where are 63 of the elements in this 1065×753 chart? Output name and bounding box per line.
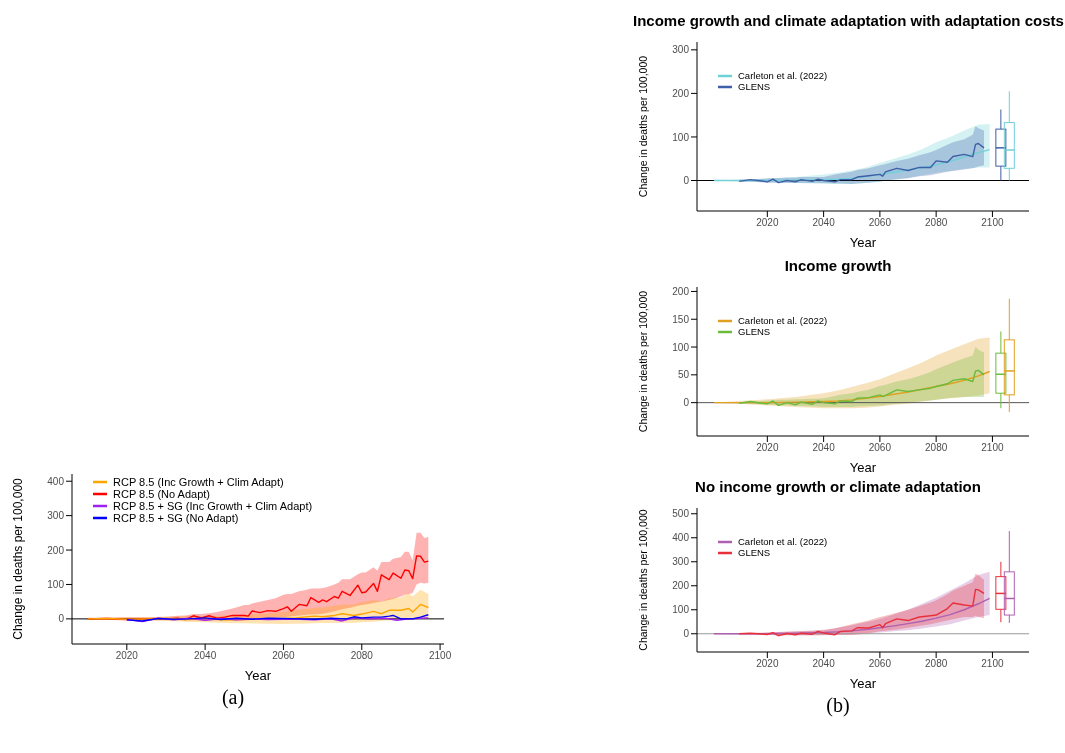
legend-label: Carleton et al. (2022) bbox=[738, 536, 828, 547]
x-tick-label: 2100 bbox=[981, 442, 1004, 454]
x-tick-label: 2080 bbox=[925, 442, 948, 454]
legend-label: RCP 8.5 + SG (Inc Growth + Clim Adapt) bbox=[113, 500, 313, 512]
legend-label: RCP 8.5 + SG (No Adapt) bbox=[113, 512, 239, 524]
y-tick-label: 0 bbox=[683, 628, 690, 640]
x-axis-title: Year bbox=[849, 676, 877, 691]
y-tick-label: 50 bbox=[677, 369, 690, 381]
chart-title: Income growth bbox=[783, 256, 893, 276]
y-axis-title: Change in deaths per 100,000 bbox=[636, 509, 649, 651]
x-tick-label: 2020 bbox=[756, 442, 779, 454]
y-tick-label: 100 bbox=[672, 604, 690, 616]
legend-label: RCP 8.5 (No Adapt) bbox=[113, 488, 211, 500]
legend-label: RCP 8.5 (Inc Growth + Clim Adapt) bbox=[113, 476, 284, 488]
y-tick-label: 200 bbox=[47, 544, 65, 556]
y-axis-title: Change in deaths per 100,000 bbox=[11, 477, 26, 640]
y-tick-label: 0 bbox=[683, 175, 690, 187]
x-tick-label: 2100 bbox=[428, 650, 452, 662]
y-tick-label: 200 bbox=[672, 580, 690, 592]
x-tick-label: 2040 bbox=[194, 650, 217, 662]
y-tick-label: 400 bbox=[672, 532, 690, 544]
x-tick-label: 2080 bbox=[350, 650, 374, 662]
x-tick-label: 2060 bbox=[868, 217, 892, 229]
x-tick-label: 2060 bbox=[272, 650, 296, 662]
x-tick-label: 2060 bbox=[868, 658, 892, 670]
x-axis-title: Year bbox=[849, 460, 877, 475]
x-tick-label: 2040 bbox=[812, 658, 836, 670]
y-tick-label: 500 bbox=[672, 508, 690, 520]
y-axis-title: Change in deaths per 100,000 bbox=[636, 55, 649, 198]
y-tick-label: 100 bbox=[672, 341, 690, 353]
text: (b) bbox=[825, 694, 851, 718]
chart-title: Income growth and climate adaptation with adaptation costs bbox=[633, 11, 1064, 31]
y-tick-label: 100 bbox=[47, 579, 65, 591]
chart-title: No income growth or climate adaptation bbox=[694, 477, 982, 497]
text: (a) bbox=[220, 686, 246, 711]
x-tick-label: 2020 bbox=[756, 217, 779, 229]
y-tick-label: 0 bbox=[683, 397, 690, 409]
x-tick-label: 2100 bbox=[981, 658, 1004, 670]
x-tick-label: 2020 bbox=[115, 650, 139, 662]
y-tick-label: 300 bbox=[47, 510, 65, 522]
x-tick-label: 2100 bbox=[981, 217, 1004, 229]
legend-label: GLENS bbox=[738, 547, 771, 558]
y-tick-label: 400 bbox=[47, 475, 65, 487]
legend-label: Carleton et al. (2022) bbox=[738, 70, 828, 81]
y-tick-label: 0 bbox=[58, 613, 65, 625]
x-tick-label: 2040 bbox=[812, 217, 836, 229]
y-tick-label: 300 bbox=[672, 44, 690, 56]
x-tick-label: 2020 bbox=[756, 658, 779, 670]
x-axis-title: Year bbox=[849, 235, 877, 250]
y-tick-label: 200 bbox=[672, 87, 690, 99]
legend-label: GLENS bbox=[738, 326, 771, 337]
y-tick-label: 100 bbox=[672, 131, 690, 143]
y-axis-title: Change in deaths per 100,000 bbox=[636, 290, 649, 433]
x-axis-title: Year bbox=[244, 668, 272, 683]
x-tick-label: 2080 bbox=[925, 658, 948, 670]
x-tick-label: 2040 bbox=[812, 442, 836, 454]
y-tick-label: 150 bbox=[672, 313, 690, 325]
legend-label: GLENS bbox=[738, 81, 771, 92]
legend-label: Carleton et al. (2022) bbox=[738, 315, 828, 326]
x-tick-label: 2080 bbox=[925, 217, 948, 229]
x-tick-label: 2060 bbox=[868, 442, 892, 454]
y-tick-label: 200 bbox=[672, 286, 690, 297]
y-tick-label: 300 bbox=[672, 556, 690, 568]
